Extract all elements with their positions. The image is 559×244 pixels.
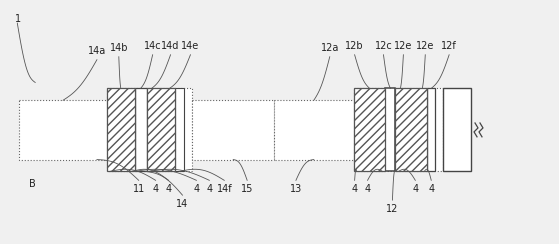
Text: 4: 4 (412, 184, 418, 194)
Text: 12c: 12c (375, 41, 392, 51)
Bar (174, 88, 184, 172)
Text: 4: 4 (352, 184, 358, 194)
Text: 1: 1 (15, 14, 21, 24)
Bar (427, 88, 435, 172)
Bar (395, 88, 427, 172)
Text: 11: 11 (132, 184, 145, 194)
Text: 4: 4 (206, 184, 212, 194)
Text: 4: 4 (428, 184, 434, 194)
Text: 12b: 12b (345, 41, 364, 51)
Text: 15: 15 (241, 184, 253, 194)
Bar (354, 88, 386, 172)
Text: 12e: 12e (394, 41, 413, 51)
Bar (192, 100, 274, 160)
Bar (443, 88, 471, 172)
Text: 14f: 14f (216, 184, 232, 194)
Text: 14: 14 (176, 199, 188, 209)
Bar (146, 88, 174, 172)
Bar (107, 88, 135, 172)
Text: 14b: 14b (110, 43, 128, 53)
Text: 4: 4 (165, 184, 172, 194)
Text: 12f: 12f (441, 41, 457, 51)
Text: 14e: 14e (181, 41, 200, 51)
Bar (135, 88, 146, 172)
Text: 14c: 14c (144, 41, 162, 51)
Text: 12a: 12a (320, 43, 339, 53)
Bar (386, 88, 395, 172)
Text: 4: 4 (364, 184, 371, 194)
Text: 12: 12 (386, 204, 399, 214)
Text: 14a: 14a (88, 46, 106, 56)
Text: 4: 4 (193, 184, 200, 194)
Text: 12e: 12e (416, 41, 434, 51)
Bar (274, 100, 354, 160)
Text: 14d: 14d (162, 41, 180, 51)
Text: B: B (29, 179, 36, 189)
Bar (354, 88, 443, 172)
Text: 13: 13 (290, 184, 302, 194)
Text: 4: 4 (153, 184, 159, 194)
Bar (107, 88, 192, 172)
Bar (20, 100, 107, 160)
